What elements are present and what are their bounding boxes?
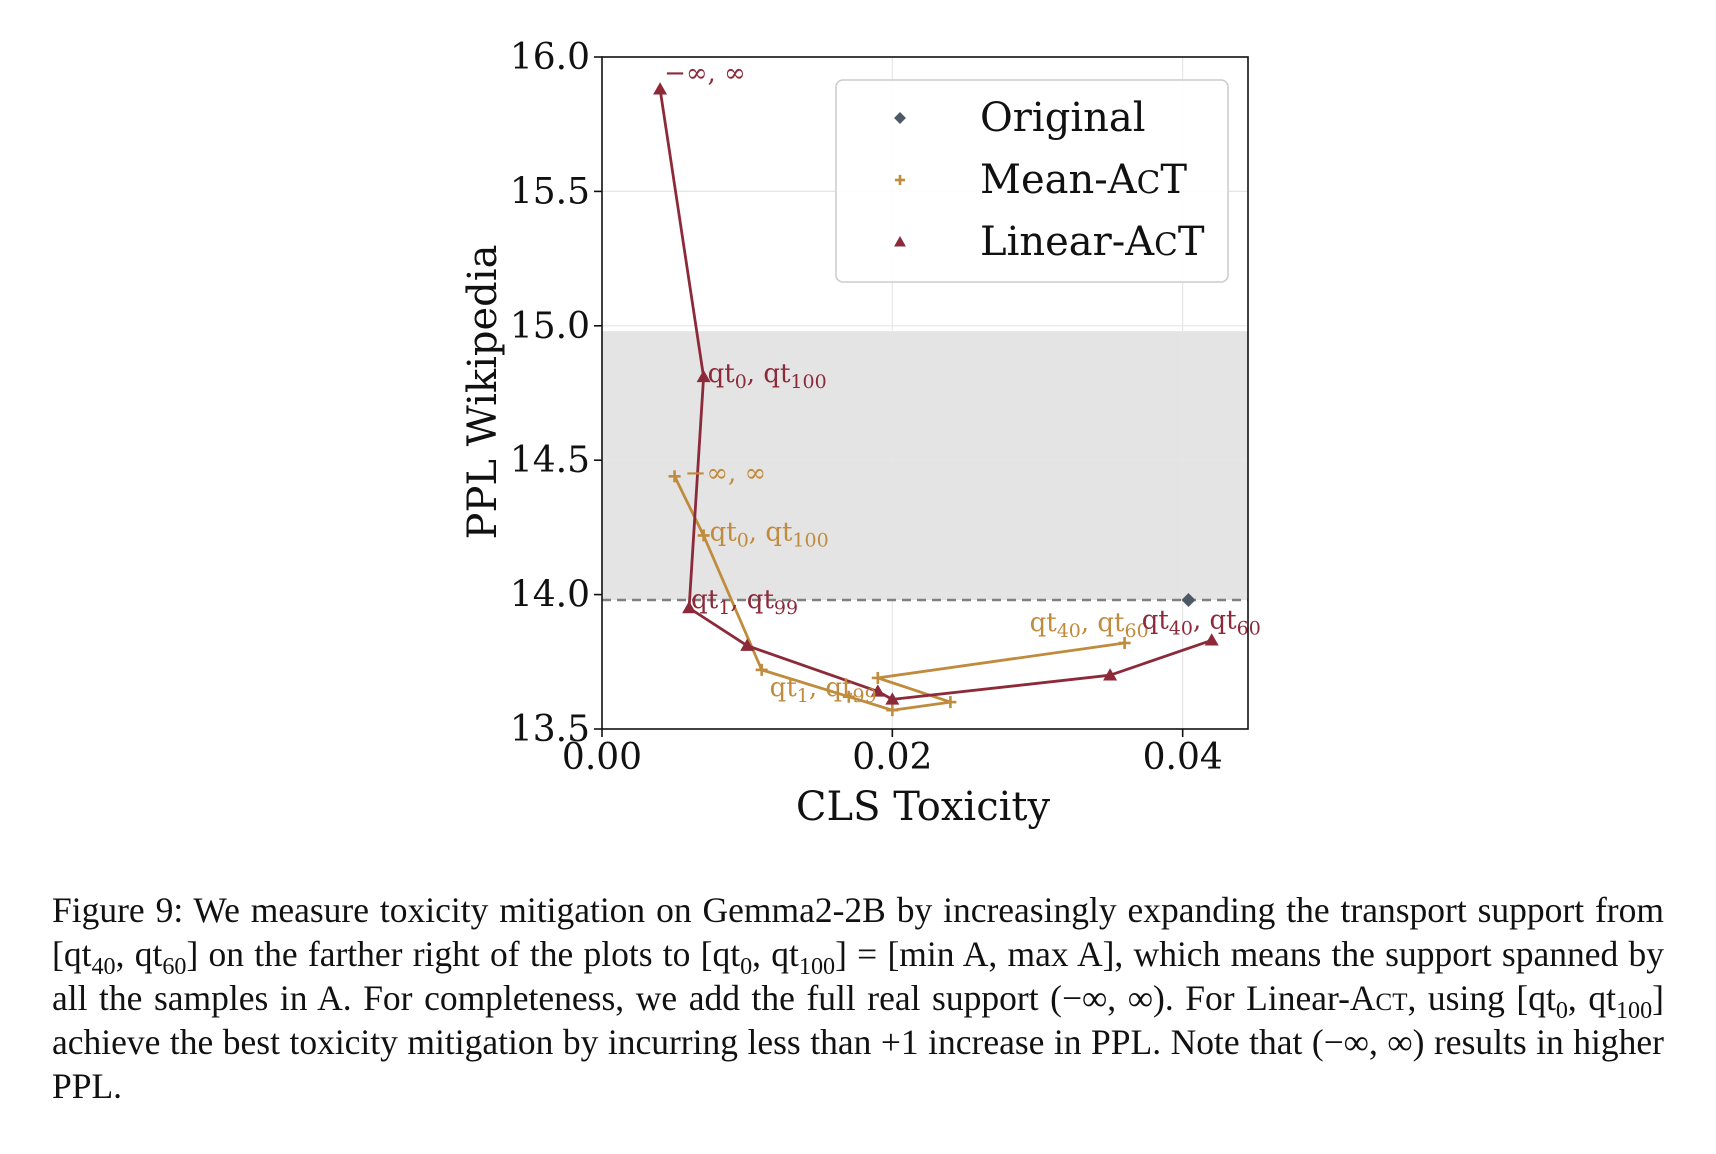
chart: qt40, qt60 qt1, qt99 qt0, qt100 −∞, ∞ qt40, …	[460, 37, 1261, 830]
axes: 0.00 0.02 0.04 13.5 14.0 14.5 15.0 15.5 16.0	[510, 37, 1249, 778]
legend: Original Mean-ACT Linear-ACT	[835, 79, 1229, 283]
x-tick-label: 0.02	[852, 737, 932, 778]
data-point	[696, 369, 711, 383]
data-point	[1103, 668, 1118, 681]
caption-text: , qt	[115, 934, 163, 974]
caption-sub: 100	[798, 953, 836, 981]
point-annotation: −∞, ∞	[685, 458, 767, 488]
series-line	[658, 89, 1213, 701]
series-layer	[653, 82, 1219, 717]
caption-text: , qt	[752, 934, 799, 974]
y-tick-label: 14.5	[510, 440, 590, 481]
data-point	[842, 690, 855, 703]
x-tick-label: 0.00	[562, 737, 642, 778]
caption-label: Figure 9:	[52, 890, 184, 930]
data-point	[697, 529, 710, 542]
point-annotation: qt40, qt60	[1142, 605, 1261, 639]
legend-box	[835, 79, 1229, 283]
point-annotation: qt40, qt60	[1030, 608, 1149, 642]
y-tick-label: 13.5	[510, 709, 590, 750]
series-original	[1181, 592, 1196, 607]
data-point	[1181, 592, 1196, 607]
data-point	[653, 82, 668, 95]
point-annotation: −∞, ∞	[664, 58, 746, 88]
data-point	[755, 663, 768, 676]
data-point	[871, 671, 884, 684]
data-point	[1118, 636, 1131, 649]
x-axis-label: CLS Toxicity	[796, 784, 1051, 830]
legend-marker	[894, 112, 906, 124]
data-point	[886, 704, 899, 717]
data-point	[740, 638, 755, 651]
caption-text: ] = [min A, max A], which means the supp…	[52, 934, 1664, 1018]
legend-label: Linear-ACT	[980, 219, 1205, 265]
x-tick-label: 0.04	[1143, 737, 1223, 778]
caption-text: , qt	[1567, 978, 1616, 1018]
data-point	[870, 684, 885, 697]
caption-sub: 100	[1615, 997, 1653, 1025]
caption-sub: 60	[162, 953, 187, 981]
legend-label: Original	[980, 95, 1146, 141]
series-line	[673, 475, 1125, 712]
caption-smallcaps: ct	[1375, 978, 1408, 1018]
annotations: qt40, qt60 qt1, qt99 qt0, qt100 −∞, ∞ qt40, …	[664, 58, 1261, 707]
point-annotation: qt1, qt99	[691, 585, 798, 619]
legend-marker	[894, 174, 906, 186]
legend-item: Linear-ACT	[894, 219, 1205, 265]
legend-item: Original	[894, 95, 1146, 141]
legend-label: Mean-ACT	[980, 157, 1187, 203]
y-tick-label: 14.0	[510, 575, 590, 616]
point-annotation: qt1, qt99	[770, 673, 877, 707]
y-tick-label: 16.0	[510, 37, 590, 78]
point-annotation: qt0, qt100	[710, 517, 829, 551]
y-tick-label: 15.0	[510, 306, 590, 347]
series-linear-act	[653, 82, 1219, 705]
data-point	[944, 696, 957, 709]
data-point	[682, 601, 697, 614]
plot-frame	[601, 56, 1249, 730]
caption-text: We measure toxicity mitigation on Gemma2…	[52, 890, 1664, 974]
caption-text: ] on the farther right of the plots to […	[186, 934, 741, 974]
y-axis-label: PPL Wikipedia	[460, 245, 506, 540]
data-point	[1204, 633, 1219, 646]
data-point	[668, 470, 681, 483]
caption-sub: 40	[91, 953, 116, 981]
y-tick-label: 15.5	[510, 171, 590, 212]
legend-marker	[894, 236, 906, 247]
series-mean-act	[668, 470, 1131, 717]
caption-text: , using [qt	[1407, 978, 1556, 1018]
point-annotation: qt0, qt100	[708, 359, 827, 393]
figure: qt40, qt60 qt1, qt99 qt0, qt100 −∞, ∞ qt40, …	[460, 37, 1261, 830]
caption-sub: 0	[1555, 997, 1568, 1025]
figure-caption: Figure 9: We measure toxicity mitigation…	[52, 888, 1664, 1108]
data-point	[885, 692, 900, 705]
shaded-band	[602, 331, 1248, 600]
shaded-band-rect	[602, 331, 1248, 600]
legend-item: Mean-ACT	[894, 157, 1187, 203]
caption-sub: 0	[740, 953, 753, 981]
caption-text: ] achieve the best toxicity mitigation b…	[52, 978, 1664, 1106]
